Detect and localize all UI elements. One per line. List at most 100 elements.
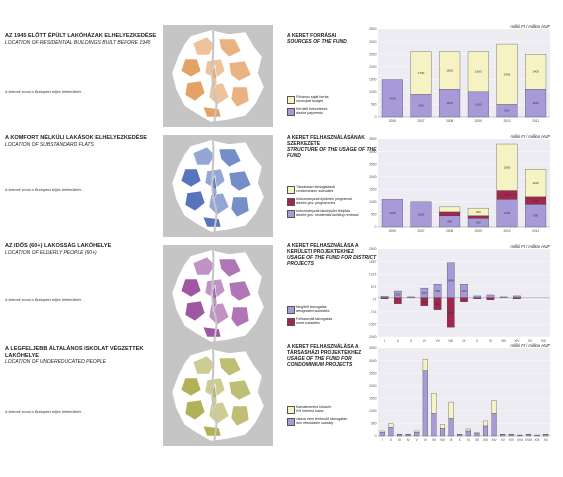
district-patch [230, 405, 250, 427]
x-tick-label: 2010 [503, 119, 510, 123]
section-4: A LEGFELJEBB ÁLTALÁNOS ISKOLAT VÉGZETTEK… [0, 343, 563, 460]
bar [473, 295, 482, 299]
bar [482, 420, 489, 427]
chart-1-title: A KERET FORRÁSAI [287, 33, 337, 39]
district-patch [192, 146, 216, 166]
bar-value-label: 450 [447, 219, 452, 223]
y-tick-label: 3000 [369, 150, 377, 154]
plot-area [378, 348, 550, 436]
bar [499, 296, 508, 299]
section-1: AZ 1945 ELŐTT ÉPÜLT LAKÓHÁZAK ELHELYEZKE… [0, 20, 563, 130]
bar [439, 424, 446, 429]
y-tick-label: 500 [371, 213, 377, 217]
legend-swatch [287, 318, 295, 326]
x-tick-label: 2007 [417, 119, 424, 123]
bar [457, 434, 463, 435]
bar-value-label: 1000 [475, 102, 482, 106]
unit-label: millió Ft / million HUF [510, 244, 550, 249]
chart-3-legend: Megítélt támogatás designated subsidies Fe… [287, 305, 372, 329]
legend-item: Kerületi befizetések district payments [287, 107, 372, 117]
danube-river [211, 250, 218, 344]
bar [422, 359, 428, 371]
bar-value-label: 500 [504, 109, 509, 113]
bar [467, 51, 489, 93]
y-tick-label: 500 [371, 422, 377, 426]
x-tick-label: XII [475, 438, 479, 442]
district-patch [228, 170, 252, 192]
legend-item: Megítélt támogatás designated subsidies [287, 305, 372, 315]
bar [500, 434, 506, 435]
bar [410, 51, 432, 95]
y-tick-label: 3500 [369, 137, 377, 141]
legend-item: önkormányzati épületek programok district… [287, 197, 372, 207]
y-tick-label: 2000 [369, 65, 377, 69]
district-patch [228, 60, 252, 82]
section-1-description: A kiemelt vonal a Budapest teljes belter… [5, 90, 84, 94]
chart-2-title: A KERET FELHASZNÁLÁSÁNAK SZERKEZETE [287, 135, 365, 147]
y-tick-label: 1857 [369, 260, 377, 264]
bar [446, 297, 455, 328]
y-tick-label: 0 [375, 115, 377, 119]
legend-label: önkormányzati épületek programok district… [296, 197, 353, 206]
bar-value-label: 1600 [475, 70, 482, 74]
bar-value-label: 1850 [504, 165, 511, 169]
x-tick-label: XI [489, 339, 492, 343]
district-patch [180, 377, 202, 397]
x-tick-label: 2006 [389, 119, 396, 123]
bar-value-label: 1500 [446, 68, 453, 72]
y-tick-label: 0 [375, 225, 377, 229]
x-tick-label: XVII [517, 438, 523, 442]
chart-3: -2000 -1357 -714 -71 571 1214 1857 2500 I 350 II V 5… [368, 244, 558, 345]
unit-label: millió Ft / million HUF [510, 343, 550, 348]
section-1-text: AZ 1945 ELŐTT ÉPÜLT LAKÓHÁZAK ELHELYEZKE… [5, 33, 157, 46]
x-tick-label: VI [424, 438, 427, 442]
bar [405, 434, 411, 435]
bar-value-label: 1500 [447, 311, 454, 315]
bar [439, 51, 461, 90]
y-tick-label: 2500 [369, 162, 377, 166]
legend-label: vissza nem térítendő támogatás non refund… [296, 417, 347, 426]
map-4 [163, 344, 273, 446]
x-tick-label: VII [436, 339, 440, 343]
bar [405, 434, 411, 437]
x-tick-label: XIX [535, 438, 541, 442]
bar [525, 169, 547, 197]
x-tick-label: XIII [483, 438, 488, 442]
danube-river [211, 349, 218, 443]
bar [465, 430, 471, 437]
district-patch [228, 280, 252, 302]
legend-label: önkormányzati lakóépület felújítás distri… [296, 209, 359, 218]
x-tick-label: 2009 [475, 229, 482, 233]
x-tick-label: II [397, 339, 399, 343]
map-2 [163, 135, 273, 237]
bar-value-label: 400 [422, 300, 427, 304]
y-tick-label: 2000 [369, 384, 377, 388]
map-3 [163, 245, 273, 347]
bar [381, 199, 403, 228]
section-2-text: A KOMFORT NÉLKÜLI LAKÁSOK ELHELYEZKEDÉSE… [5, 135, 157, 148]
y-tick-label: 1214 [369, 272, 377, 276]
x-tick-label: IV [407, 438, 411, 442]
x-tick-label: IX [450, 438, 454, 442]
chart-1: 0 500 1000 1500 2000 2500 3000 3500 1490 2006 900 1… [368, 24, 558, 125]
bar [380, 297, 389, 300]
legend-item: Társasházi támogatások condominium subsid… [287, 185, 372, 195]
section-3-text: AZ IDŐS (60+) LAKOSSÁG LAKÓHELYE LOCATIO… [5, 243, 157, 256]
x-tick-label: II [390, 438, 392, 442]
bar [407, 296, 415, 299]
y-tick-label: 2500 [369, 247, 377, 251]
bar-value-label: 1000 [418, 212, 425, 216]
bar [381, 79, 403, 118]
district-patch [180, 278, 202, 298]
bar [513, 297, 521, 300]
bar-value-label: 700 [435, 289, 440, 293]
district-patch [230, 86, 250, 108]
x-tick-label: 2007 [417, 229, 424, 233]
legend-label: Társasházi támogatások condominium subsid… [296, 185, 336, 194]
legend-label: Kamatmentes kölcsön 0% interest loans [296, 405, 332, 414]
legend-item: Kamatmentes kölcsön 0% interest loans [287, 405, 372, 415]
legend-label: Fővárosi saját forrás municipal budget [296, 95, 329, 104]
chart-1-legend: Fővárosi saját forrás municipal budget Ker… [287, 95, 372, 119]
y-tick-label: 2000 [369, 175, 377, 179]
bar-value-label: 2400 [504, 72, 511, 76]
